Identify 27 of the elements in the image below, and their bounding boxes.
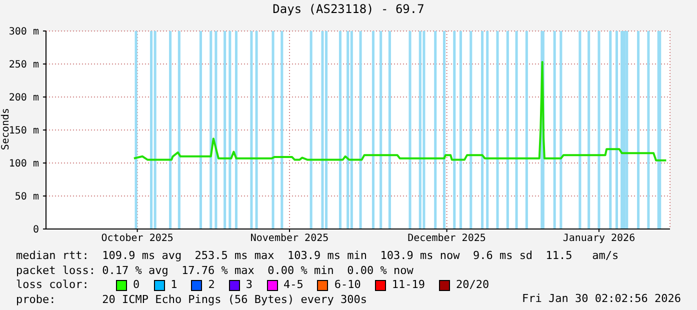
y-tick-label: 300 m xyxy=(8,26,39,38)
text: 0 xyxy=(132,278,140,292)
text: median rtt: 109.9 ms avg 253.5 ms max 103.9 ms min 103.9 ms now 9.6 ms sd 11.5 am/s xyxy=(16,249,619,264)
text: 20/20 xyxy=(455,278,490,292)
text: 11-19 xyxy=(390,278,425,292)
line-series xyxy=(132,61,668,162)
y-tick-label: 100 m xyxy=(8,158,39,170)
text: 1 xyxy=(170,278,178,292)
y-tick-label: 250 m xyxy=(8,60,39,70)
text: loss color: xyxy=(16,278,90,292)
x-tick-label: November 2025 xyxy=(250,233,329,244)
y-tick-label: 0 xyxy=(32,224,39,236)
text: Fri Jan 30 02:02:56 2026 xyxy=(522,292,681,305)
text: 6-10 xyxy=(333,278,361,292)
text: probe: 20 ICMP Echo Pings (56 Bytes) every 300s xyxy=(16,292,367,306)
y-tick-label: 150 m xyxy=(8,126,39,136)
text: 4-5 xyxy=(282,278,304,292)
y-tick-label: 50 m xyxy=(14,192,39,202)
x-tick-label: January 2026 xyxy=(562,233,636,244)
y-tick-label: 200 m xyxy=(8,92,39,104)
x-tick-label: December 2025 xyxy=(408,233,486,244)
x-tick-label: October 2025 xyxy=(101,233,174,244)
text: 3 xyxy=(244,278,252,292)
text: 2 xyxy=(207,278,215,292)
chart-title: Days (AS23118) - 69.7 xyxy=(272,2,426,16)
y-axis-title: Seconds xyxy=(0,108,12,150)
text: packet loss: 0.17 % avg 17.76 % max 0.00 % min 0.00 % now xyxy=(16,264,414,278)
